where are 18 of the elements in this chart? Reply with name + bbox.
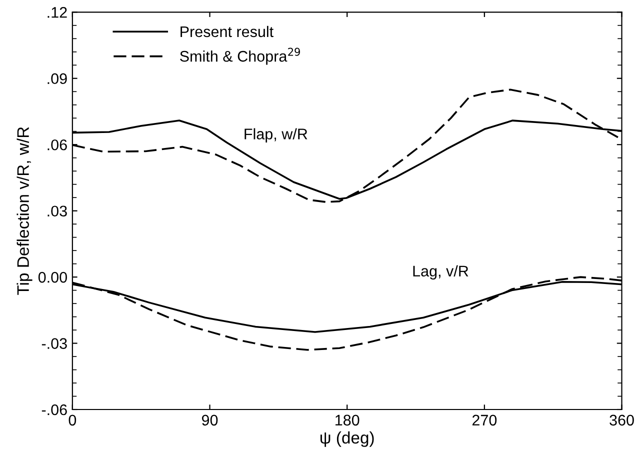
x-tick-label: 180: [336, 414, 360, 426]
annotation: Lag, v/R: [413, 265, 468, 280]
x-tick-label: 360: [610, 414, 634, 426]
y-tick-label: -.06: [42, 404, 67, 416]
legend-label: Present result: [180, 26, 274, 38]
y-tick-label: .09: [48, 73, 67, 84]
y-tick-label: .06: [48, 139, 67, 150]
annotation: Flap, w/R: [244, 128, 308, 142]
x-tick-label: 0: [68, 414, 76, 426]
x-tick-label: 90: [202, 414, 218, 426]
x-tick-label: 270: [472, 414, 497, 426]
y-tick-label: .12: [48, 7, 67, 18]
y-axis-title: Tip Deflection v/R, w/R: [16, 127, 32, 295]
x-axis-title: ψ (deg): [320, 431, 374, 447]
y-tick-label: .03: [48, 206, 67, 217]
y-tick-label: 0.00: [38, 272, 67, 283]
legend-label: Smith & Chopra$^{29}$: [180, 48, 300, 65]
y-tick-label: -.03: [42, 338, 67, 349]
